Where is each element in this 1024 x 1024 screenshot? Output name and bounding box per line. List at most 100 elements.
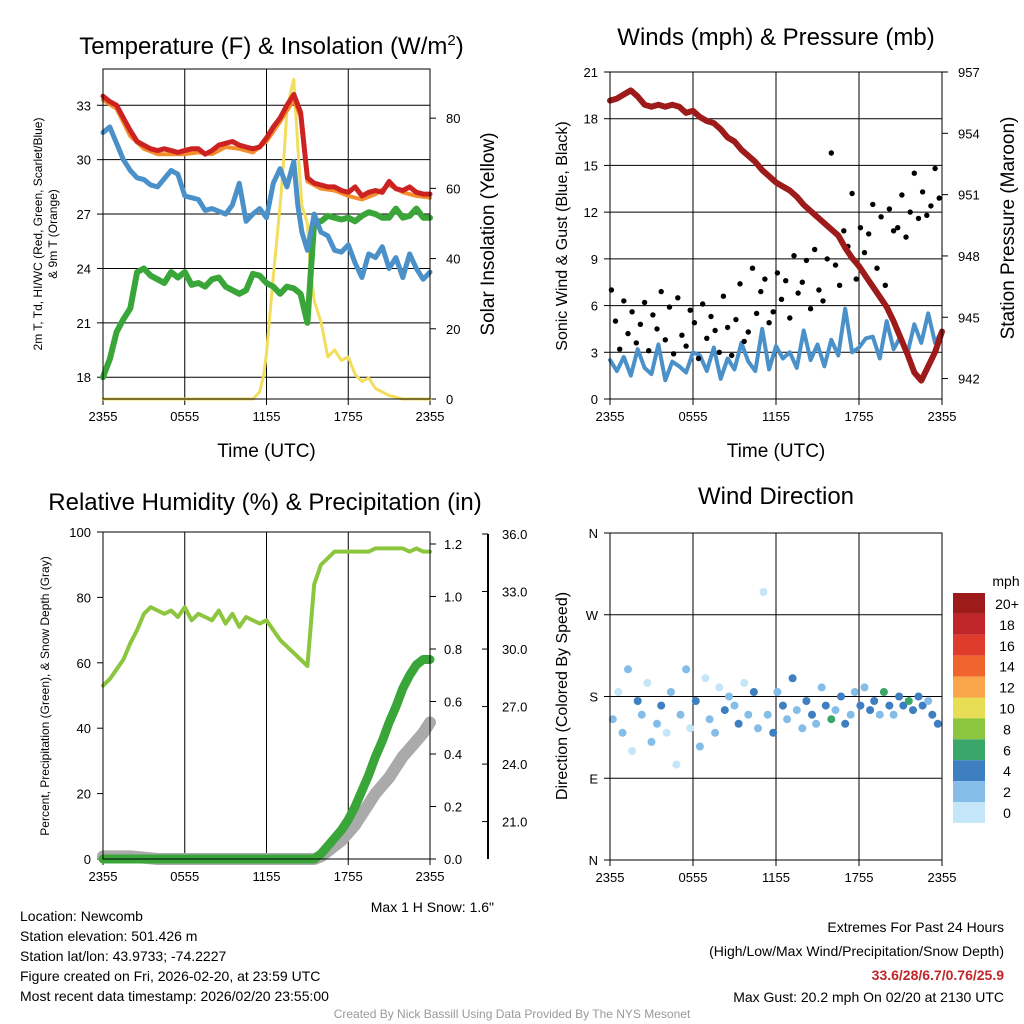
dir-point [846, 710, 855, 719]
dir-point [773, 688, 782, 696]
dir-point [608, 715, 617, 724]
wind-gust-point [783, 278, 789, 284]
wind-gust-point [737, 281, 743, 287]
dir-point [870, 697, 879, 705]
wind-gust-point [650, 312, 656, 318]
rh-xtick-label: 2355 [416, 869, 445, 884]
wind-xtick-label: 2355 [596, 409, 625, 424]
wind-gust-point [691, 320, 698, 326]
temp-y2tick-label: 60 [446, 181, 460, 196]
dir-point [889, 710, 898, 719]
temp-xtick-label: 2355 [416, 409, 445, 424]
dir-point [850, 688, 859, 696]
dir-ytick-label: S [589, 690, 598, 705]
wind-series-sonic-wind [608, 306, 944, 383]
temp-y2tick-label: 0 [446, 392, 453, 407]
temp-ytick-label: 30 [77, 153, 91, 168]
colorbar-swatch [953, 676, 985, 698]
dir-xtick-label: 2355 [928, 870, 957, 885]
colorbar-swatch [953, 655, 985, 677]
wind-gust-point [695, 355, 702, 362]
rh-y2tick-label: 0.2 [444, 800, 462, 815]
wind-gust-point [670, 351, 677, 357]
dir-point [899, 701, 908, 710]
wind-gust-point [646, 348, 652, 354]
dir-point [763, 710, 772, 719]
wind-gust-point [803, 257, 810, 264]
wind-gust-point [687, 307, 693, 313]
dir-ytick-label: N [589, 526, 598, 541]
wind-gust-point [936, 195, 942, 201]
wind-gust-point [753, 310, 760, 317]
dir-point [695, 742, 704, 751]
wind-gust-point [886, 206, 893, 212]
wind-gust-point [911, 170, 917, 176]
temp-title: Temperature (F) & Insolation (W/m2) [79, 32, 463, 60]
wind-gust-point [895, 225, 901, 231]
dir-point [720, 706, 729, 715]
wind-gust-point [675, 295, 681, 301]
temp-ylabel-line2: & 9m T (Orange) [46, 189, 60, 279]
wind-gust-point [890, 228, 897, 234]
dir-point [788, 674, 797, 683]
dir-point [802, 697, 811, 705]
wind-gust-point [778, 296, 785, 302]
wind-gust-point [666, 304, 673, 310]
rh-ytick-label: 40 [77, 721, 91, 736]
colorbar-swatch [953, 697, 985, 719]
wind-gust-point [658, 288, 664, 295]
rh-y2tick-label: 0.6 [444, 695, 462, 710]
wind-ylabel: Sonic Wind & Gust (Blue, Black) [554, 121, 571, 350]
rh-xtick-label: 2355 [89, 869, 118, 884]
wind-gust-point [832, 262, 839, 268]
info-location: Location: Newcomb [20, 908, 143, 924]
wind-gust-point [724, 324, 731, 331]
temp-y2label: Solar Insolation (Yellow) [478, 132, 499, 335]
wind-frame [609, 71, 943, 400]
dir-point [837, 692, 845, 701]
wind-series-pressure [607, 87, 945, 384]
dir-point [643, 678, 652, 687]
dir-xtick-label: 1155 [762, 870, 790, 885]
dir-point [933, 719, 942, 728]
rh-ytick-label: 20 [77, 787, 91, 802]
dir-ytick-label: W [586, 608, 599, 623]
colorbar-label: 0 [1003, 805, 1011, 821]
rh-xtick-label: 0555 [170, 869, 199, 884]
dir-point [875, 710, 884, 719]
wind-gust-point [774, 270, 781, 276]
wind-gust-point [870, 201, 876, 208]
wind-gust-point [903, 234, 909, 240]
rh-y2tick-label: 1.2 [444, 537, 462, 552]
dir-point [672, 760, 681, 769]
wind-gust-point [637, 321, 644, 327]
colorbar-label: 2 [1003, 784, 1011, 800]
info-elevation: Station elevation: 501.426 m [20, 928, 198, 944]
temp-xtick-label: 0555 [170, 409, 199, 424]
dir-point [624, 665, 632, 674]
rh-xtick-label: 1755 [334, 869, 363, 884]
rh-ytick-label: 0 [84, 852, 91, 867]
rh-ytick-label: 60 [77, 656, 91, 671]
dir-point [618, 728, 627, 737]
wind-y2tick-label: 951 [958, 188, 980, 203]
dir-xtick-label: 0555 [679, 870, 708, 885]
dir-point [628, 747, 637, 755]
temp-xtick-label: 1155 [253, 409, 281, 424]
wind-gust-point [795, 290, 801, 296]
wind-gust-point [733, 316, 739, 323]
wind-gust-point [654, 326, 660, 332]
temp-series-2m-t [100, 91, 433, 199]
dir-point [860, 683, 869, 692]
wind-gust-point [741, 338, 747, 345]
rh-y2tick-label: 1.0 [444, 590, 462, 605]
dir-ytick-label: E [589, 771, 598, 786]
dir-point [691, 697, 700, 705]
wind-gust-point [679, 332, 685, 338]
wind-gust-point [907, 209, 913, 215]
wind-ytick-label: 12 [584, 205, 598, 220]
rh-xtick-label: 1155 [253, 869, 281, 884]
temp-y2tick-label: 20 [446, 322, 460, 337]
dir-point [924, 697, 933, 705]
